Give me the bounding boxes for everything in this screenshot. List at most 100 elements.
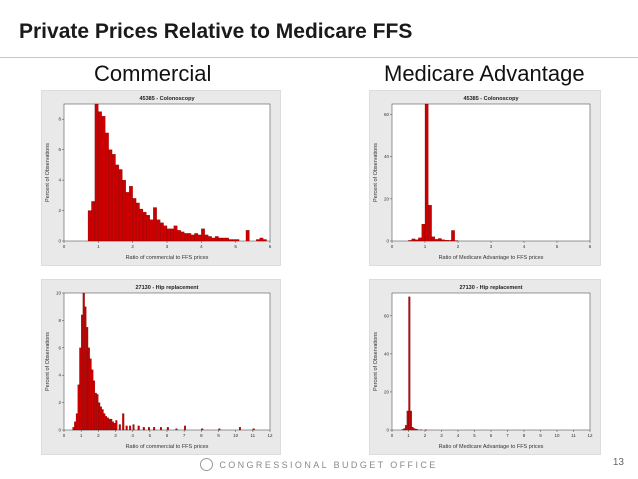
- y-tick-label: 60: [384, 313, 390, 318]
- histogram-bar: [113, 423, 116, 431]
- histogram-bar: [441, 239, 445, 242]
- histogram-bar: [197, 234, 202, 242]
- chart-title: 45385 - Colonoscopy: [139, 96, 195, 102]
- histogram-bar: [228, 239, 233, 242]
- plot-area: [391, 103, 591, 242]
- x-tick-label: 3: [490, 244, 493, 249]
- title-divider: [0, 57, 638, 58]
- x-tick-label: 5: [149, 433, 152, 438]
- histogram-bar: [201, 228, 205, 242]
- histogram-bar: [153, 207, 157, 242]
- x-tick-label: 2: [97, 433, 100, 438]
- histogram-bar: [259, 237, 264, 242]
- histogram-bar: [410, 410, 412, 431]
- y-tick-label: 60: [384, 112, 390, 117]
- histogram-bar: [129, 186, 133, 242]
- histogram-bar: [221, 237, 226, 242]
- x-tick-label: 11: [250, 433, 255, 438]
- histogram-bar: [137, 425, 140, 431]
- histogram-bar: [421, 224, 426, 242]
- x-tick-label: 4: [457, 433, 460, 438]
- histogram-bar: [156, 219, 161, 242]
- histogram-bar: [444, 240, 449, 242]
- histogram-bar: [401, 429, 404, 431]
- x-axis-label: Ratio of Medicare Advantage to FFS price…: [439, 444, 544, 450]
- histogram-bar: [208, 236, 212, 242]
- x-tick-label: 5: [473, 433, 476, 438]
- histogram-bar: [132, 198, 137, 242]
- x-tick-label: 1: [424, 244, 427, 249]
- histogram-bar: [125, 192, 130, 242]
- x-tick-label: 1: [407, 433, 410, 438]
- x-tick-label: 2: [131, 244, 134, 249]
- histogram-bar: [173, 225, 178, 242]
- histogram-bar: [101, 116, 106, 242]
- histogram-bar: [122, 413, 125, 431]
- histogram-bar: [245, 230, 250, 242]
- x-tick-label: 7: [183, 433, 186, 438]
- x-axis-label: Ratio of Medicare Advantage to FFS price…: [439, 255, 544, 261]
- histogram-bar: [438, 238, 442, 242]
- histogram-bar: [75, 413, 78, 431]
- histogram-bar: [142, 211, 147, 242]
- y-tick-label: 6: [58, 147, 61, 152]
- histogram-bar: [132, 424, 135, 431]
- histogram-bar: [82, 292, 85, 431]
- column-heading-medicare-advantage: Medicare Advantage: [384, 61, 585, 86]
- histogram-bar: [111, 154, 116, 242]
- histogram-bar: [139, 208, 144, 242]
- histogram-bar: [147, 427, 150, 431]
- x-tick-label: 6: [166, 433, 169, 438]
- histogram-bar: [149, 219, 154, 242]
- histogram-bar: [411, 427, 414, 431]
- histogram-bar: [218, 237, 223, 242]
- histogram-bar: [418, 237, 422, 242]
- x-tick-label: 1: [80, 433, 83, 438]
- histogram-bar: [184, 233, 188, 242]
- histogram-bar: [201, 428, 204, 431]
- y-tick-label: 8: [58, 318, 61, 323]
- x-tick-label: 4: [131, 433, 134, 438]
- histogram-bar: [79, 347, 82, 431]
- x-tick-label: 5: [234, 244, 237, 249]
- page-number: 13: [612, 457, 624, 468]
- histogram-bar: [180, 231, 185, 242]
- x-tick-label: 7: [506, 433, 509, 438]
- histogram-bar: [86, 327, 89, 431]
- histogram-bar: [160, 222, 164, 242]
- x-tick-label: 10: [554, 433, 560, 438]
- histogram-bar: [413, 428, 416, 431]
- footer: CONGRESSIONAL BUDGET OFFICE: [0, 458, 638, 472]
- histogram-bar: [129, 425, 132, 431]
- histogram-bar: [411, 238, 416, 242]
- x-tick-label: 6: [490, 433, 493, 438]
- x-tick-label: 0: [391, 244, 394, 249]
- y-tick-label: 0: [58, 239, 61, 244]
- x-tick-label: 5: [556, 244, 559, 249]
- x-tick-label: 2: [424, 433, 427, 438]
- chart-svg: 45385 - Colonoscopy 0 1 2 3 4 5 6 0 2 4 6 8 Ratio of …: [45, 96, 272, 261]
- histogram-bar: [87, 210, 92, 242]
- x-tick-label: 3: [440, 433, 443, 438]
- x-tick-label: 2: [457, 244, 460, 249]
- x-axis-label: Ratio of commercial to FFS prices: [126, 255, 209, 261]
- histogram-bar: [214, 236, 219, 242]
- histogram-bar: [403, 428, 406, 431]
- x-tick-label: 0: [391, 433, 394, 438]
- y-tick-label: 0: [386, 239, 389, 244]
- y-tick-label: 40: [384, 351, 390, 356]
- y-axis-label: Percent of Observations: [45, 332, 51, 391]
- histogram-bar: [204, 234, 209, 242]
- histogram-bar: [98, 111, 102, 242]
- x-tick-label: 0: [63, 244, 66, 249]
- footer-text: CONGRESSIONAL BUDGET OFFICE: [219, 459, 438, 470]
- histogram-ma-colonoscopy: 45385 - Colonoscopy 0 1 2 3 4 5 6 0 20 40 60 Ratio o…: [369, 90, 601, 266]
- histogram-bar: [166, 427, 169, 431]
- histogram-bar: [106, 417, 109, 431]
- x-tick-label: 6: [589, 244, 592, 249]
- histogram-bar: [163, 225, 168, 242]
- y-tick-label: 0: [58, 428, 61, 433]
- x-tick-label: 3: [114, 433, 117, 438]
